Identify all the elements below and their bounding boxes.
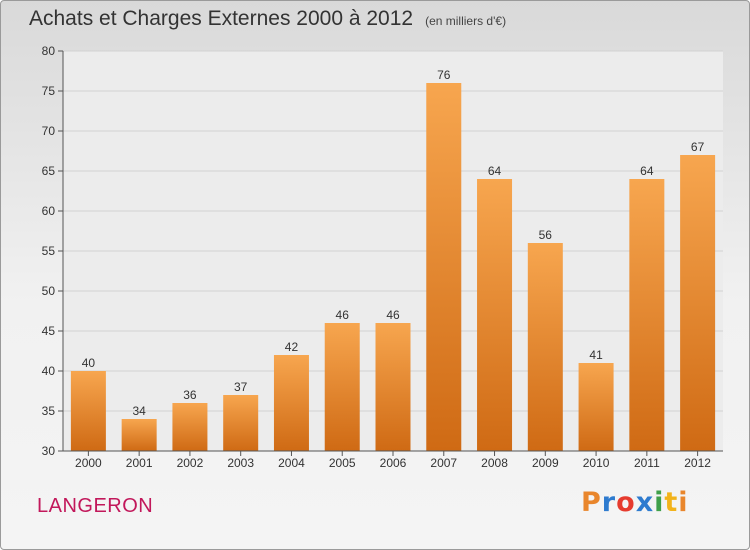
bar — [629, 179, 665, 451]
y-tick-label: 50 — [42, 284, 56, 298]
axes: 30 35 40 45 50 55 60 65 70 75 80 2000 2001 2002 2003 20… — [42, 44, 723, 470]
data-label: 42 — [285, 340, 299, 354]
x-tick-label: 2003 — [227, 456, 254, 470]
data-label: 34 — [132, 404, 146, 418]
logo-letter: i — [678, 487, 689, 518]
data-label: 76 — [437, 68, 451, 82]
bar — [121, 419, 157, 451]
x-tick-label: 2001 — [126, 456, 153, 470]
logo-letter: t — [664, 487, 679, 518]
bar — [578, 363, 614, 451]
y-tick-label: 35 — [42, 404, 56, 418]
y-tick-label: 40 — [42, 364, 56, 378]
data-label: 64 — [640, 164, 654, 178]
data-label: 40 — [82, 356, 96, 370]
x-tick-label: 2002 — [177, 456, 204, 470]
bar — [375, 323, 411, 451]
y-tick-label: 75 — [42, 84, 56, 98]
bar — [324, 323, 360, 451]
logo-letter: i — [654, 487, 665, 518]
bar — [70, 371, 106, 451]
data-label: 37 — [234, 380, 248, 394]
data-label: 46 — [386, 308, 400, 322]
data-label: 56 — [539, 228, 553, 242]
bar — [477, 179, 513, 451]
place-name: LANGERON — [37, 495, 154, 517]
y-tick-label: 55 — [42, 244, 56, 258]
data-label: 41 — [589, 348, 603, 362]
y-tick-label: 65 — [42, 164, 56, 178]
logo-letter: o — [616, 487, 636, 518]
x-tick-label: 2006 — [380, 456, 407, 470]
logo-letter: x — [635, 487, 655, 518]
bar — [273, 355, 309, 451]
chart-title-text: Achats et Charges Externes 2000 à 2012 — [29, 7, 414, 30]
y-tick-label: 45 — [42, 324, 56, 338]
x-tick-label: 2004 — [278, 456, 305, 470]
chart-subtitle: (en milliers d'€) — [425, 14, 507, 28]
chart-title: Achats et Charges Externes 2000 à 2012 (e… — [29, 7, 506, 31]
x-tick-label: 2009 — [532, 456, 559, 470]
y-tick-label: 70 — [42, 124, 56, 138]
y-tick-label: 80 — [42, 44, 56, 58]
data-label: 36 — [183, 388, 197, 402]
bar — [527, 243, 563, 451]
x-tick-label: 2012 — [684, 456, 711, 470]
y-tick-label: 30 — [42, 444, 56, 458]
logo-letter: r — [601, 487, 617, 518]
data-label: 46 — [336, 308, 350, 322]
logo-letter: P — [581, 487, 602, 518]
x-tick-label: 2010 — [583, 456, 610, 470]
x-tick-label: 2005 — [329, 456, 356, 470]
x-tick-label: 2008 — [481, 456, 508, 470]
data-label: 64 — [488, 164, 502, 178]
bar — [680, 155, 716, 451]
bar — [172, 403, 208, 451]
data-label: 67 — [691, 140, 705, 154]
bar — [223, 395, 259, 451]
bars: 40 34 36 37 42 46 46 76 64 56 41 64 67 — [70, 68, 716, 451]
x-tick-label: 2000 — [75, 456, 102, 470]
proxiti-logo: Proxiti — [581, 487, 689, 518]
y-tick-label: 60 — [42, 204, 56, 218]
x-tick-label: 2011 — [634, 456, 660, 470]
bar — [426, 83, 462, 451]
x-tick-label: 2007 — [430, 456, 457, 470]
